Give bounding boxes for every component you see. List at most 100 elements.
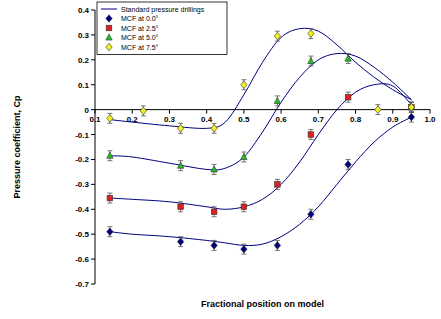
error-bar	[275, 96, 280, 106]
point	[107, 115, 113, 123]
x-tick-label: 0.7	[313, 115, 325, 124]
legend-marker	[106, 43, 112, 51]
legend-label: MCF at 0.0°	[121, 15, 159, 22]
point	[241, 204, 247, 210]
error-bar	[308, 130, 313, 140]
x-tick-label: 0.8	[350, 115, 362, 124]
point	[178, 204, 184, 210]
y-tick-label: 0.3	[78, 31, 90, 40]
error-bar	[346, 54, 351, 64]
point	[140, 107, 146, 115]
y-tick	[91, 10, 95, 11]
point	[177, 162, 183, 168]
y-tick	[91, 59, 95, 60]
point	[211, 125, 217, 133]
y-tick-label: -0.5	[75, 230, 89, 239]
error-bar	[409, 112, 414, 122]
error-bar	[308, 29, 313, 39]
point	[308, 210, 314, 218]
point	[375, 106, 381, 114]
point-series	[107, 92, 414, 217]
error-bar	[178, 202, 183, 212]
y-tick-label: 0.1	[78, 81, 90, 90]
error-bar	[275, 31, 280, 41]
x-tick	[392, 110, 393, 114]
point-series	[107, 112, 415, 254]
y-tick	[91, 209, 95, 210]
point	[107, 195, 113, 201]
error-bar	[107, 113, 112, 123]
legend-label: MCF at 7.5°	[121, 44, 159, 51]
background	[0, 0, 441, 319]
x-tick	[132, 110, 133, 114]
y-tick-label: -0.7	[75, 280, 89, 289]
legend-marker	[106, 15, 112, 23]
point-series	[107, 29, 415, 134]
error-bar	[178, 161, 183, 171]
y-tick	[91, 134, 95, 135]
x-tick	[243, 110, 244, 114]
point	[241, 153, 247, 159]
legend-line	[101, 9, 117, 10]
y-tick	[91, 109, 95, 110]
error-bar	[212, 123, 217, 133]
x-axis-title: Fractional position on model	[201, 299, 324, 309]
x-tick-label: 0.3	[164, 115, 176, 124]
y-tick	[91, 34, 95, 35]
y-tick	[91, 259, 95, 260]
x-tick-label: 0.4	[201, 115, 213, 124]
legend: Standard pressure drillingsMCF at 0.0° MC…	[97, 2, 227, 55]
x-tick-label: 0.9	[387, 115, 399, 124]
curve	[110, 28, 412, 245]
error-bar	[212, 207, 217, 217]
legend-label: MCF at 2.5°	[121, 25, 159, 32]
point	[107, 228, 113, 236]
point	[408, 103, 414, 111]
chart: -0.7-0.6-0.5-0.4-0.3-0.2-0.100.10.20.30.…	[0, 0, 441, 319]
y-tick	[91, 284, 95, 285]
error-bar	[375, 105, 380, 115]
error-bar	[346, 92, 351, 102]
y-tick-label: 0.4	[78, 6, 90, 15]
point	[211, 209, 217, 215]
x-tick-label: 0.6	[276, 115, 288, 124]
point	[211, 166, 217, 172]
x-tick	[318, 110, 319, 114]
y-tick-label: -0.4	[75, 205, 89, 214]
y-tick	[91, 184, 95, 185]
error-bar	[308, 209, 313, 219]
y-tick	[91, 159, 95, 160]
point	[345, 161, 351, 169]
legend-marker	[106, 34, 112, 40]
error-bar	[409, 102, 414, 112]
legend-label: Standard pressure drillings	[121, 6, 205, 14]
y-tick-label: 0.2	[78, 56, 90, 65]
point	[241, 81, 247, 89]
point-series	[107, 54, 415, 175]
point	[408, 113, 414, 121]
point	[275, 182, 281, 188]
point	[107, 152, 113, 158]
error-bar	[275, 240, 280, 250]
y-axis-title: Pressure coefficient, Cp	[12, 95, 22, 199]
point	[308, 57, 314, 63]
point	[274, 97, 280, 103]
point	[177, 238, 183, 246]
point	[211, 242, 217, 250]
point	[345, 55, 351, 61]
legend-marker	[106, 25, 112, 31]
x-tick	[95, 110, 96, 114]
error-bar	[241, 80, 246, 90]
error-bar	[212, 164, 217, 174]
error-bar	[275, 179, 280, 189]
error-bar	[178, 237, 183, 247]
x-tick	[281, 110, 282, 114]
error-bar	[141, 106, 146, 116]
plot-area	[107, 28, 415, 254]
error-bar	[107, 151, 112, 161]
error-bar	[241, 152, 246, 162]
error-bar	[107, 193, 112, 203]
y-tick-label: -0.1	[75, 131, 89, 140]
y-axis-line	[95, 10, 96, 284]
point	[308, 132, 314, 138]
